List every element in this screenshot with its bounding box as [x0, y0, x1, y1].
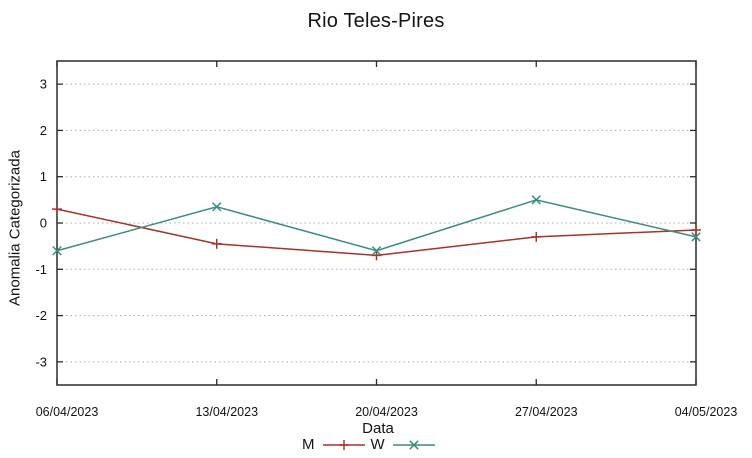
- y-tick-label: 1: [40, 169, 47, 184]
- y-tick-label: 3: [40, 77, 47, 92]
- legend-line-sample-w: [392, 439, 435, 450]
- x-axis-label: Data: [362, 420, 394, 437]
- y-tick-label: -2: [35, 308, 47, 323]
- y-tick-label: 0: [40, 216, 47, 231]
- cross-marker: [691, 232, 701, 242]
- series-M: [52, 204, 701, 261]
- y-tick-label: -1: [35, 262, 47, 277]
- cross-marker: [408, 439, 419, 450]
- axis-ticks: [56, 61, 697, 385]
- y-axis-label: Anomalia Categorizada: [6, 150, 24, 306]
- chart-title: Rio Teles-Pires: [307, 10, 445, 32]
- series-W: [52, 195, 701, 256]
- cross-marker: [371, 246, 382, 256]
- legend: M W: [302, 436, 441, 453]
- gridlines: [57, 83, 696, 363]
- x-tick-label: 04/05/2023: [675, 405, 738, 419]
- series-M-line: [56, 208, 697, 257]
- y-tick-label: -3: [35, 354, 47, 369]
- series-W-line: [56, 199, 697, 252]
- y-tick-labels: -3 -2 -1 0 1 2 3: [35, 77, 47, 370]
- legend-label-series-w: W: [370, 436, 385, 453]
- cross-marker: [52, 246, 62, 256]
- x-tick-labels: 06/04/2023 13/04/2023 20/04/2023 27/04/2023…: [36, 405, 738, 419]
- x-tick-label: 13/04/2023: [195, 405, 258, 419]
- x-tick-label: 27/04/2023: [515, 405, 578, 419]
- y-tick-label: 2: [40, 123, 47, 138]
- legend-label-series-m: M: [302, 436, 315, 453]
- x-tick-label: 06/04/2023: [36, 405, 99, 419]
- x-tick-label: 20/04/2023: [355, 405, 418, 419]
- cross-marker: [212, 202, 222, 212]
- legend-line-sample-m: [322, 439, 365, 450]
- cross-marker: [531, 195, 541, 205]
